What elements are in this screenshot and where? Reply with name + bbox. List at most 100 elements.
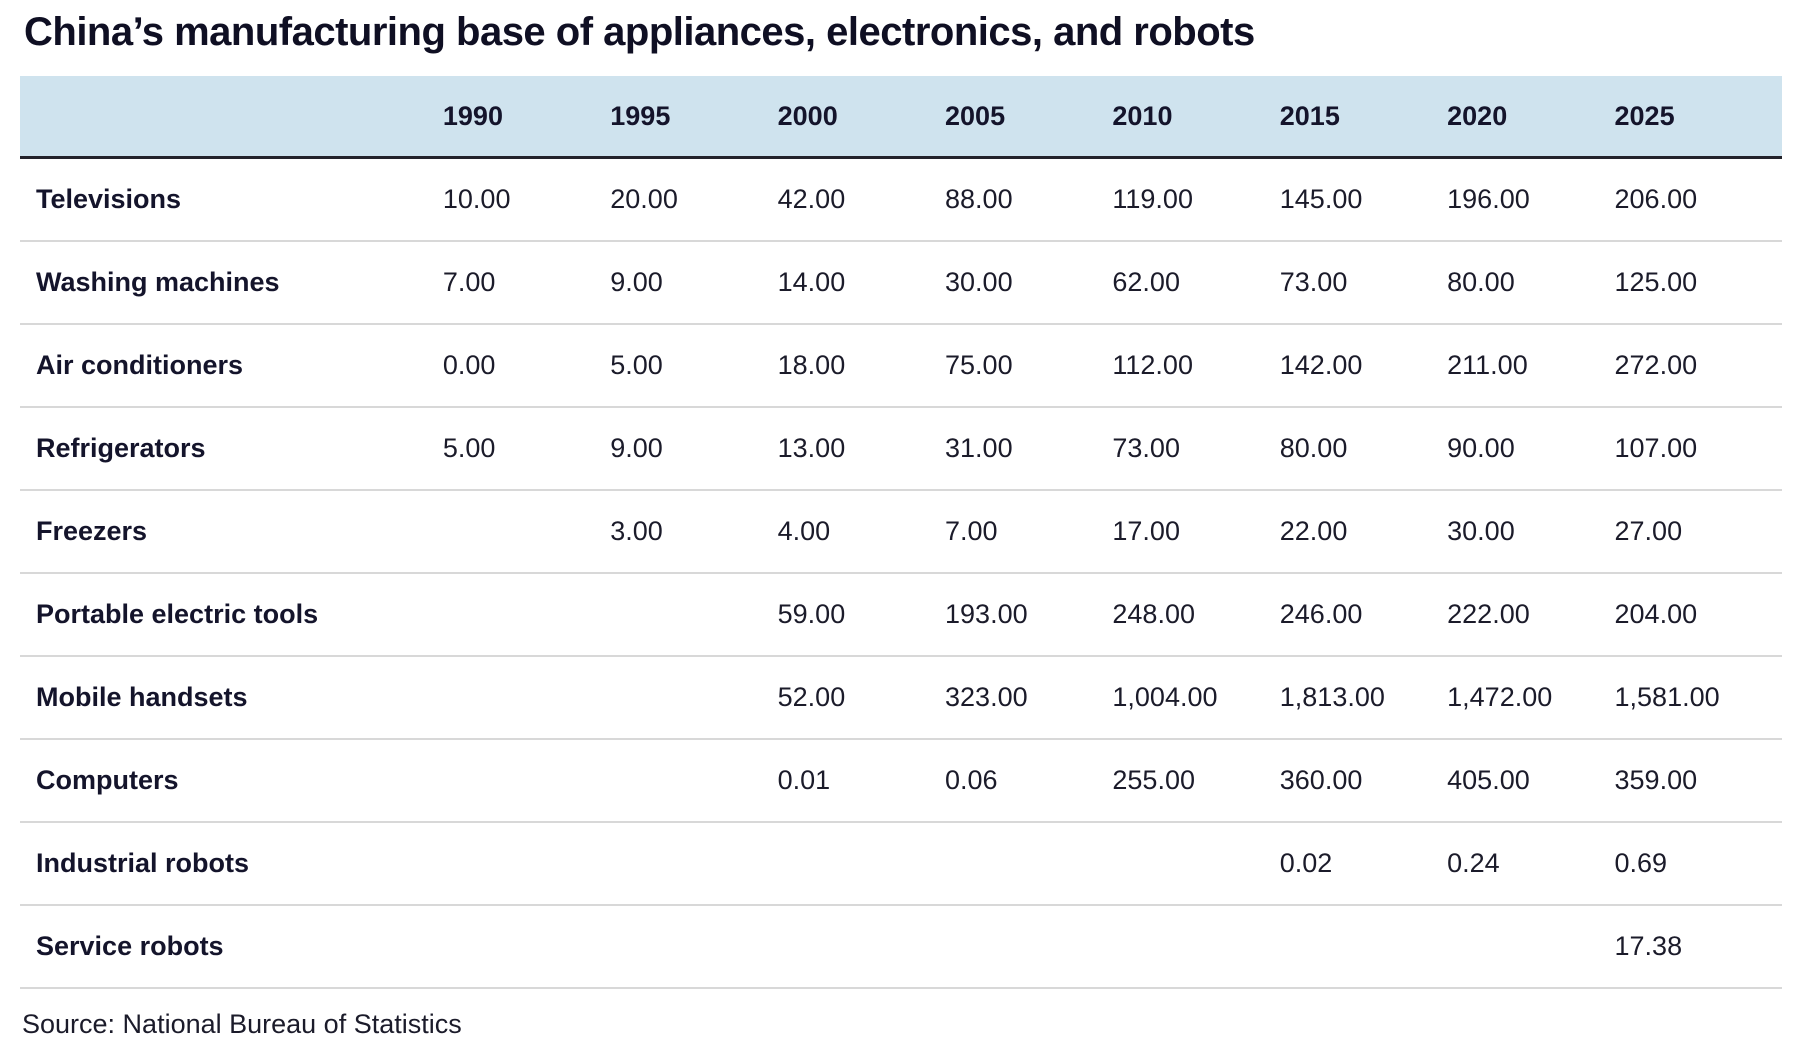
page-title: China’s manufacturing base of appliances… <box>24 10 1255 54</box>
cell-value: 222.00 <box>1447 573 1615 657</box>
header-year-2000: 2000 <box>777 76 946 159</box>
cell-value: 10.00 <box>442 157 611 242</box>
cell-value: 9.00 <box>610 407 778 491</box>
cell-value: 323.00 <box>945 656 1113 740</box>
cell-value: 9.00 <box>610 241 778 325</box>
cell-value: 80.00 <box>1447 241 1615 325</box>
cell-value <box>1279 905 1448 989</box>
cell-value <box>1112 905 1280 989</box>
header-year-1990: 1990 <box>442 76 611 159</box>
cell-value: 13.00 <box>777 407 946 491</box>
table-body: Televisions 10.00 20.00 42.00 88.00 119.00 145… <box>20 157 1782 989</box>
cell-value: 196.00 <box>1447 157 1615 242</box>
cell-value: 112.00 <box>1112 324 1280 408</box>
cell-value: 14.00 <box>777 241 946 325</box>
cell-value: 17.00 <box>1112 490 1280 574</box>
cell-value: 211.00 <box>1447 324 1615 408</box>
row-label: Televisions <box>20 157 443 242</box>
header-year-2015: 2015 <box>1279 76 1448 159</box>
table-row: Refrigerators 5.00 9.00 13.00 31.00 73.00 80.0… <box>20 407 1782 491</box>
cell-value: 7.00 <box>442 241 611 325</box>
cell-value <box>442 573 611 657</box>
cell-value: 1,813.00 <box>1279 656 1448 740</box>
cell-value: 5.00 <box>442 407 611 491</box>
header-year-2025: 2025 <box>1614 76 1782 159</box>
cell-value: 42.00 <box>777 157 946 242</box>
cell-value: 0.02 <box>1279 822 1448 906</box>
table-row: Service robots 17.38 <box>20 905 1782 989</box>
cell-value: 204.00 <box>1614 573 1782 657</box>
cell-value: 119.00 <box>1112 157 1280 242</box>
cell-value: 75.00 <box>945 324 1113 408</box>
table-row: Portable electric tools 59.00 193.00 248.00… <box>20 573 1782 657</box>
cell-value: 359.00 <box>1614 739 1782 823</box>
header-year-1995: 1995 <box>610 76 778 159</box>
cell-value: 73.00 <box>1279 241 1448 325</box>
cell-value: 62.00 <box>1112 241 1280 325</box>
cell-value: 59.00 <box>777 573 946 657</box>
cell-value: 18.00 <box>777 324 946 408</box>
cell-value: 360.00 <box>1279 739 1448 823</box>
table-row: Industrial robots 0.02 0.24 0.69 <box>20 822 1782 906</box>
cell-value: 5.00 <box>610 324 778 408</box>
cell-value <box>442 822 611 906</box>
cell-value <box>610 739 778 823</box>
cell-value: 73.00 <box>1112 407 1280 491</box>
cell-value: 3.00 <box>610 490 778 574</box>
cell-value: 145.00 <box>1279 157 1448 242</box>
header-year-2010: 2010 <box>1112 76 1280 159</box>
cell-value: 107.00 <box>1614 407 1782 491</box>
cell-value <box>442 656 611 740</box>
cell-value: 52.00 <box>777 656 946 740</box>
cell-value: 125.00 <box>1614 241 1782 325</box>
cell-value <box>777 905 946 989</box>
cell-value: 90.00 <box>1447 407 1615 491</box>
row-label: Computers <box>20 739 443 823</box>
table-row: Computers 0.01 0.06 255.00 360.00 405.00 359.0… <box>20 739 1782 823</box>
cell-value: 405.00 <box>1447 739 1615 823</box>
cell-value: 27.00 <box>1614 490 1782 574</box>
cell-value: 22.00 <box>1279 490 1448 574</box>
cell-value: 88.00 <box>945 157 1113 242</box>
cell-value: 1,004.00 <box>1112 656 1280 740</box>
table-row: Mobile handsets 52.00 323.00 1,004.00 1,813.… <box>20 656 1782 740</box>
table-header: 1990 1995 2000 2005 2010 2015 2020 2025 <box>20 76 1782 159</box>
header-row: 1990 1995 2000 2005 2010 2015 2020 2025 <box>20 76 1782 159</box>
cell-value: 0.24 <box>1447 822 1615 906</box>
row-label: Industrial robots <box>20 822 443 906</box>
cell-value: 0.00 <box>442 324 611 408</box>
cell-value <box>777 822 946 906</box>
cell-value: 4.00 <box>777 490 946 574</box>
cell-value <box>945 905 1113 989</box>
row-label: Mobile handsets <box>20 656 443 740</box>
cell-value: 1,581.00 <box>1614 656 1782 740</box>
cell-value <box>610 822 778 906</box>
header-year-2005: 2005 <box>945 76 1113 159</box>
cell-value: 20.00 <box>610 157 778 242</box>
table-row: Air conditioners 0.00 5.00 18.00 75.00 112.00… <box>20 324 1782 408</box>
cell-value: 17.38 <box>1614 905 1782 989</box>
cell-value: 206.00 <box>1614 157 1782 242</box>
cell-value <box>610 573 778 657</box>
row-label: Refrigerators <box>20 407 443 491</box>
table-row: Televisions 10.00 20.00 42.00 88.00 119.00 145… <box>20 157 1782 242</box>
cell-value <box>442 490 611 574</box>
cell-value: 30.00 <box>1447 490 1615 574</box>
cell-value: 1,472.00 <box>1447 656 1615 740</box>
source-note: Source: National Bureau of Statistics <box>22 1009 462 1038</box>
cell-value: 248.00 <box>1112 573 1280 657</box>
cell-value <box>442 905 611 989</box>
cell-value: 0.01 <box>777 739 946 823</box>
row-label: Service robots <box>20 905 443 989</box>
cell-value: 0.69 <box>1614 822 1782 906</box>
cell-value: 30.00 <box>945 241 1113 325</box>
table-row: Freezers 3.00 4.00 7.00 17.00 22.00 30.00 27.00 <box>20 490 1782 574</box>
cell-value <box>945 822 1113 906</box>
cell-value: 80.00 <box>1279 407 1448 491</box>
cell-value <box>1447 905 1615 989</box>
cell-value: 31.00 <box>945 407 1113 491</box>
cell-value <box>610 656 778 740</box>
row-label: Air conditioners <box>20 324 443 408</box>
cell-value <box>442 739 611 823</box>
cell-value: 193.00 <box>945 573 1113 657</box>
